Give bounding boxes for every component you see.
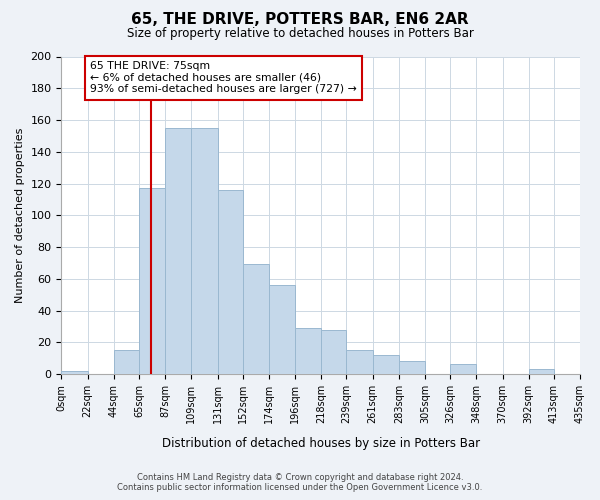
Bar xyxy=(165,128,191,374)
Bar xyxy=(61,371,88,374)
Bar xyxy=(321,330,346,374)
Text: 65 THE DRIVE: 75sqm
← 6% of detached houses are smaller (46)
93% of semi-detache: 65 THE DRIVE: 75sqm ← 6% of detached hou… xyxy=(90,62,357,94)
Bar xyxy=(450,364,476,374)
Bar xyxy=(191,128,218,374)
Text: 65, THE DRIVE, POTTERS BAR, EN6 2AR: 65, THE DRIVE, POTTERS BAR, EN6 2AR xyxy=(131,12,469,28)
Bar xyxy=(139,188,165,374)
Bar xyxy=(295,328,321,374)
Bar xyxy=(399,362,425,374)
Bar xyxy=(529,370,554,374)
Bar xyxy=(114,350,139,374)
Bar xyxy=(218,190,242,374)
Bar xyxy=(269,285,295,374)
Bar xyxy=(373,355,399,374)
Text: Contains HM Land Registry data © Crown copyright and database right 2024.
Contai: Contains HM Land Registry data © Crown c… xyxy=(118,473,482,492)
Y-axis label: Number of detached properties: Number of detached properties xyxy=(15,128,25,303)
Text: Size of property relative to detached houses in Potters Bar: Size of property relative to detached ho… xyxy=(127,28,473,40)
Bar xyxy=(346,350,373,374)
X-axis label: Distribution of detached houses by size in Potters Bar: Distribution of detached houses by size … xyxy=(161,437,480,450)
Bar xyxy=(242,264,269,374)
